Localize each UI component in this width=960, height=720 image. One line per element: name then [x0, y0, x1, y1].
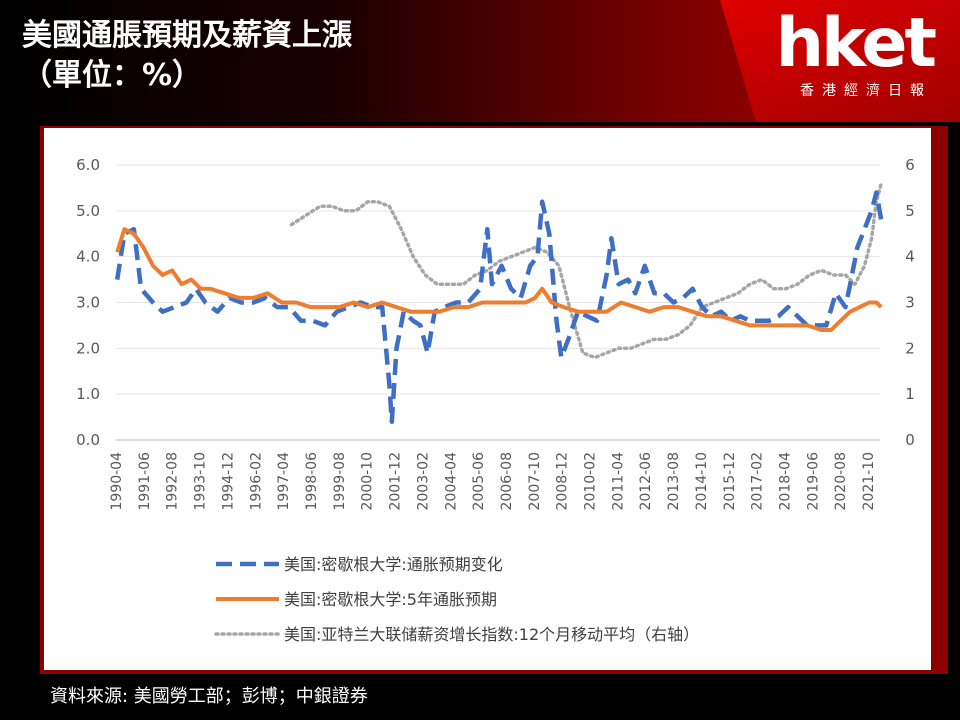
- x-tick-label: 1997-04: [276, 452, 292, 511]
- x-tick-label: 2000-10: [360, 452, 376, 511]
- x-tick-label: 2004-04: [443, 452, 459, 511]
- x-tick-label: 2003-02: [415, 452, 431, 511]
- series-line-1: [114, 190, 884, 424]
- series-line-3: [289, 181, 883, 360]
- x-tick-label: 1994-12: [220, 452, 236, 511]
- x-tick-label: 1998-06: [304, 452, 320, 511]
- x-tick-label: 2021-10: [861, 452, 877, 511]
- title-line-2: （單位：%）: [22, 58, 203, 93]
- x-tick-label: 2011-04: [610, 452, 626, 511]
- left-tick-label: 6.0: [76, 156, 100, 174]
- x-tick-label: 2015-12: [722, 452, 738, 511]
- legend-label-3: 美国:亚特兰大联储薪资增长指数:12个月移动平均（右轴）: [284, 625, 699, 644]
- x-tick-label: 2012-06: [638, 452, 654, 511]
- left-tick-label: 2.0: [76, 339, 100, 357]
- x-tick-label: 1992-08: [165, 452, 181, 511]
- right-tick-label: 0: [905, 431, 915, 449]
- series-lines: [114, 181, 884, 424]
- x-tick-label: 2005-06: [471, 452, 487, 511]
- x-tick-label: 2007-10: [527, 452, 543, 511]
- right-tick-label: 5: [905, 202, 915, 220]
- right-tick-label: 2: [905, 339, 915, 357]
- legend-label-2: 美国:密歇根大学:5年通胀预期: [284, 590, 497, 609]
- right-tick-label: 4: [905, 248, 915, 266]
- x-axis-ticks: 1990-04 1991-06 1992-08 1993-10 1994-12 1996-…: [109, 452, 877, 511]
- right-tick-label: 1: [905, 385, 915, 403]
- legend-label-1: 美国:密歇根大学:通胀预期变化: [284, 555, 503, 574]
- x-tick-label: 1991-06: [137, 452, 153, 511]
- source-note: 資料來源: 美國勞工部；彭博；中銀證券: [50, 686, 368, 707]
- logo-panel: [720, 0, 960, 122]
- x-tick-label: 2019-06: [805, 452, 821, 511]
- hket-logo: hket: [775, 4, 937, 83]
- x-tick-label: 1999-08: [332, 452, 348, 511]
- x-tick-label: 2014-10: [694, 452, 710, 511]
- series-line-2: [115, 227, 883, 332]
- x-tick-label: 1996-02: [248, 452, 264, 511]
- x-tick-label: 1990-04: [109, 452, 125, 511]
- x-tick-label: 2013-08: [666, 452, 682, 511]
- page-title: 美國通脹預期及薪資上漲 （單位：%）: [22, 16, 352, 96]
- left-tick-label: 3.0: [76, 294, 100, 312]
- x-tick-label: 1993-10: [193, 452, 209, 511]
- left-axis-ticks: 6.0 5.0 4.0 3.0 2.0 1.0 0.0: [76, 156, 100, 449]
- left-tick-label: 4.0: [76, 248, 100, 266]
- x-tick-label: 2020-08: [833, 452, 849, 511]
- x-tick-label: 2017-02: [750, 452, 766, 511]
- x-tick-label: 2006-08: [499, 452, 515, 511]
- right-tick-label: 3: [905, 294, 915, 312]
- left-tick-label: 0.0: [76, 431, 100, 449]
- legend: 美国:密歇根大学:通胀预期变化美国:密歇根大学:5年通胀预期美国:亚特兰大联储薪…: [214, 555, 699, 644]
- title-line-1: 美國通脹預期及薪資上漲: [22, 18, 352, 53]
- x-tick-label: 2001-12: [388, 452, 404, 511]
- right-axis-ticks: 6 5 4 3 2 1 0: [905, 156, 915, 449]
- left-tick-label: 5.0: [76, 202, 100, 220]
- x-tick-label: 2018-04: [778, 452, 794, 511]
- x-tick-label: 2008-12: [555, 452, 571, 511]
- hket-logo-subtitle: 香港經濟日報: [800, 83, 932, 99]
- right-tick-label: 6: [905, 156, 915, 174]
- x-tick-label: 2010-02: [583, 452, 599, 511]
- left-tick-label: 1.0: [76, 385, 100, 403]
